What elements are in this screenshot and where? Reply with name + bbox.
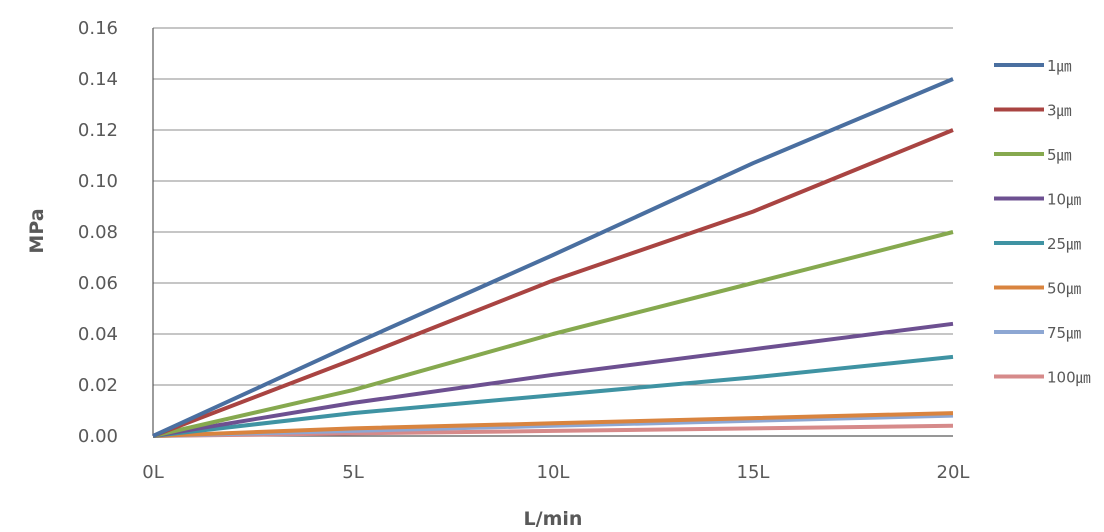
legend-label: 50㎛ — [1047, 280, 1081, 298]
x-tick-label: 0L — [142, 462, 163, 483]
legend-label: 5㎛ — [1047, 146, 1072, 164]
x-tick-label: 10L — [537, 462, 570, 483]
y-tick-label: 0.06 — [78, 273, 118, 294]
legend-label: 25㎛ — [1047, 235, 1081, 253]
legend-label: 75㎛ — [1047, 324, 1081, 342]
x-tick-label: 15L — [737, 462, 770, 483]
series-line — [152, 77, 954, 438]
y-axis: 0.00 0.02 0.04 0.06 0.08 0.10 0.12 0.14 0.16 — [78, 18, 154, 447]
y-tick-label: 0.14 — [78, 69, 118, 90]
x-tick-label: 20L — [937, 462, 970, 483]
series-line — [152, 411, 954, 438]
series-lines — [152, 77, 954, 438]
x-axis-title: L/min — [524, 508, 583, 530]
series-line — [152, 321, 954, 438]
y-tick-label: 0.04 — [78, 324, 118, 345]
legend-label: 100㎛ — [1047, 369, 1091, 387]
y-tick-label: 0.02 — [78, 375, 118, 396]
series-line — [152, 230, 954, 438]
x-tick-label: 5L — [342, 462, 363, 483]
y-tick-label: 0.10 — [78, 171, 118, 192]
legend-label: 10㎛ — [1047, 191, 1081, 209]
series-line — [152, 128, 954, 438]
legend-label: 3㎛ — [1047, 102, 1072, 120]
y-tick-label: 0.16 — [78, 18, 118, 39]
y-tick-label: 0.12 — [78, 120, 118, 141]
series-line — [152, 354, 954, 438]
y-axis-title: MPa — [26, 208, 48, 253]
x-axis: 0L 5L 10L 15L 20L — [142, 435, 970, 483]
y-tick-label: 0.00 — [78, 426, 118, 447]
legend-label: 1㎛ — [1047, 57, 1072, 75]
legend: 1㎛ 3㎛ 5㎛ 10㎛ 25㎛ 50㎛ 75㎛ 100㎛ — [994, 57, 1091, 387]
y-tick-label: 0.08 — [78, 222, 118, 243]
